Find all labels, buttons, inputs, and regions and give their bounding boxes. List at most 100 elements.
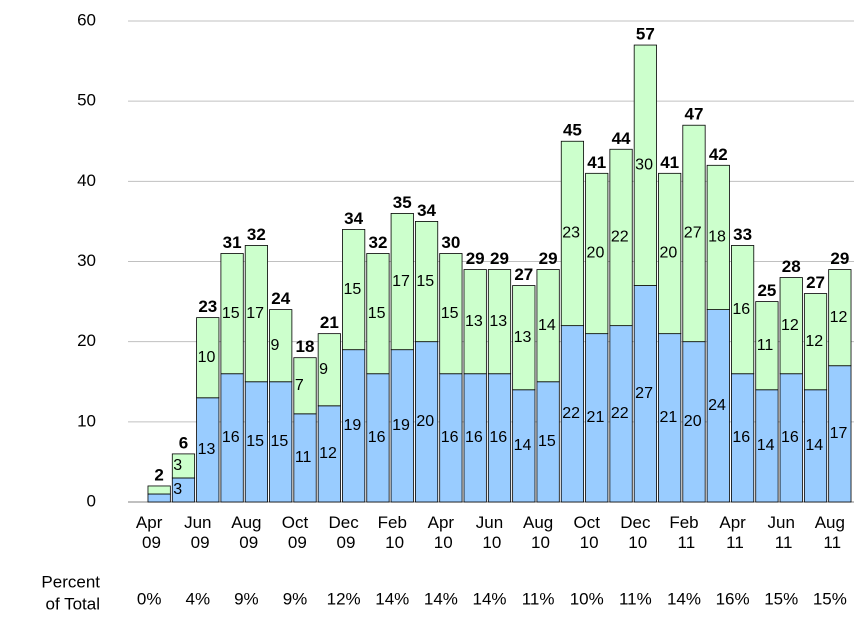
bar-segment [731,245,755,375]
bar-segment [560,140,585,327]
percent-label: 0% [137,589,162,608]
y-tick-label: 60 [77,10,96,29]
x-tick-label: Oct 10 [574,513,601,552]
bar-segment [779,277,803,375]
total-label: 6 [179,433,188,452]
bar-segment [269,309,293,383]
bar-segment [487,269,512,375]
segment-label: 15 [538,433,556,450]
segment-label: 10 [198,349,216,366]
x-tick-label: Apr 11 [719,513,746,552]
segment-label: 12 [830,309,848,326]
percent-label: 14% [667,589,701,608]
bar-segment [658,172,682,335]
segment-label: 16 [732,301,750,318]
bar-segment [342,229,366,351]
total-label: 29 [490,249,509,268]
percent-label: 9% [234,589,259,608]
segment-label: 20 [684,413,702,430]
segment-label: 20 [416,413,434,430]
percent-label: 14% [424,589,458,608]
total-label: 27 [806,273,825,292]
segment-label: 15 [246,433,264,450]
segment-label: 12 [781,317,799,334]
y-tick-label: 50 [77,91,96,110]
bar-segment [414,221,439,343]
segment-label: 17 [392,273,410,290]
total-label: 34 [344,209,363,228]
segment-label: 27 [635,385,653,402]
y-tick-label: 20 [77,331,96,350]
segment-label: 3 [173,457,182,474]
total-label: 41 [587,153,606,172]
segment-label: 11 [757,337,774,354]
segment-label: 9 [271,337,280,354]
total-label: 57 [636,25,655,44]
bar-segment [366,253,390,375]
total-label: 45 [563,121,582,140]
segment-label: 27 [684,225,702,242]
percent-label: 11% [619,589,652,608]
x-tick-label: Dec 09 [329,513,360,552]
bar-segment [585,172,609,335]
segment-label: 12 [805,333,823,350]
segment-label: 14 [805,437,823,454]
total-label: 29 [539,249,558,268]
bar-segment [317,333,341,407]
bar-segment [512,285,536,391]
x-tick-label: Aug 11 [815,513,845,552]
segment-label: 16 [222,429,240,446]
total-label: 35 [393,193,412,212]
bar-segment [633,44,657,286]
bar-segment [755,301,779,391]
total-label: 29 [466,249,485,268]
percent-title: of Total [45,594,100,613]
x-tick-label: Jun 10 [476,513,503,552]
segment-label: 15 [416,273,434,290]
total-label: 24 [271,289,290,308]
x-tick-label: Jun 11 [768,513,795,552]
x-tick-label: Feb 11 [669,513,698,552]
bar-segment [536,269,560,383]
y-tick-label: 40 [77,171,96,190]
total-label: 34 [417,201,436,220]
segment-label: 15 [222,305,240,322]
total-label: 44 [612,129,631,148]
segment-label: 14 [514,437,532,454]
bar-segment [706,164,730,311]
total-label: 32 [368,233,387,252]
segment-label: 21 [587,409,605,426]
segment-label: 20 [587,245,605,262]
segment-label: 23 [562,225,580,242]
percent-label: 4% [185,589,210,608]
percent-label: 16% [716,589,750,608]
total-label: 41 [660,153,679,172]
segment-label: 3 [173,481,182,498]
segment-label: 16 [441,429,459,446]
total-label: 2 [154,465,163,484]
segment-label: 22 [611,405,629,422]
segment-label: 7 [295,377,304,394]
segment-label: 11 [295,449,312,466]
x-tick-label: Feb 10 [378,513,407,552]
total-label: 18 [296,337,315,356]
segment-label: 19 [392,417,410,434]
percent-label: 9% [283,589,308,608]
segment-label: 13 [198,441,216,458]
bar-segment [803,293,828,391]
segment-label: 16 [489,429,507,446]
segment-label: 16 [465,429,483,446]
segment-label: 15 [368,305,386,322]
bar-segment [390,212,414,351]
total-label: 33 [733,225,752,244]
x-tick-label: Jun 09 [184,513,211,552]
percent-label: 14% [375,589,409,608]
segment-label: 9 [319,361,328,378]
total-label: 32 [247,225,266,244]
segment-label: 14 [757,437,775,454]
percent-label: 12% [327,589,361,608]
segment-label: 13 [514,329,532,346]
bar-segment [682,124,706,343]
total-label: 42 [709,145,728,164]
segment-label: 12 [319,445,337,462]
